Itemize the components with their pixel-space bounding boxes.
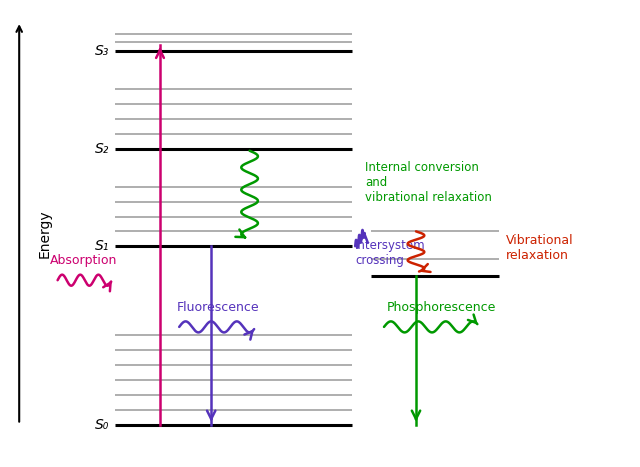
Text: S₃: S₃ (95, 44, 109, 58)
Text: S₁: S₁ (95, 239, 109, 253)
Text: Absorption: Absorption (49, 255, 117, 268)
Text: Intersystem
crossing: Intersystem crossing (355, 239, 426, 267)
Text: S₂: S₂ (95, 142, 109, 156)
Text: Internal conversion
and
vibrational relaxation: Internal conversion and vibrational rela… (365, 161, 492, 204)
Text: Energy: Energy (38, 209, 52, 258)
Text: Phosphorescence: Phosphorescence (387, 301, 496, 314)
Text: Fluorescence: Fluorescence (176, 301, 259, 314)
Text: S₀: S₀ (95, 417, 109, 432)
Text: Vibrational
relaxation: Vibrational relaxation (506, 234, 573, 262)
